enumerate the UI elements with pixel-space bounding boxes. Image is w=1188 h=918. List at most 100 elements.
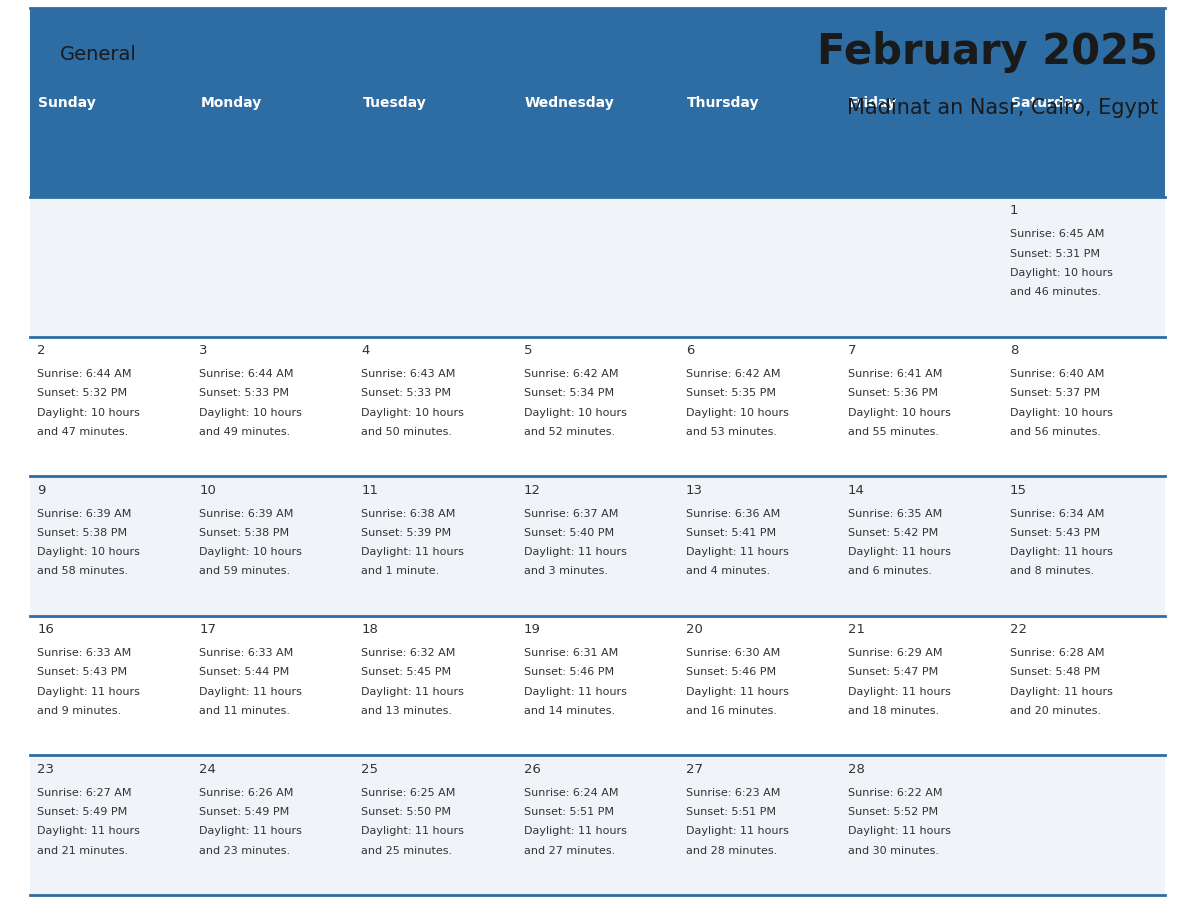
Bar [678,337,841,476]
Text: 28: 28 [848,763,865,776]
Text: Sunset: 5:38 PM: Sunset: 5:38 PM [200,528,290,538]
Text: and 3 minutes.: and 3 minutes. [524,566,607,577]
Bar [192,337,354,476]
Text: Sunset: 5:48 PM: Sunset: 5:48 PM [1010,667,1100,677]
Text: Daylight: 11 hours: Daylight: 11 hours [848,547,950,557]
Text: and 53 minutes.: and 53 minutes. [685,427,777,437]
Text: Sunrise: 6:24 AM: Sunrise: 6:24 AM [524,788,618,798]
Text: Sunrise: 6:39 AM: Sunrise: 6:39 AM [200,509,293,519]
Text: Sunset: 5:31 PM: Sunset: 5:31 PM [1010,249,1100,259]
Text: 1: 1 [1010,205,1018,218]
Text: 14: 14 [848,484,865,497]
Text: and 6 minutes.: and 6 minutes. [848,566,931,577]
Bar [192,197,354,337]
Text: and 27 minutes.: and 27 minutes. [524,845,615,856]
Text: Daylight: 11 hours: Daylight: 11 hours [1010,547,1113,557]
Text: Sunrise: 6:39 AM: Sunrise: 6:39 AM [37,509,132,519]
Text: 3: 3 [200,344,208,357]
Text: Sunrise: 6:37 AM: Sunrise: 6:37 AM [524,509,618,519]
Text: Daylight: 11 hours: Daylight: 11 hours [685,547,789,557]
Text: Sunset: 5:46 PM: Sunset: 5:46 PM [685,667,776,677]
Text: Sunset: 5:39 PM: Sunset: 5:39 PM [361,528,451,538]
Text: Daylight: 10 hours: Daylight: 10 hours [200,547,302,557]
Text: Sunset: 5:36 PM: Sunset: 5:36 PM [848,388,937,398]
Text: Daylight: 11 hours: Daylight: 11 hours [37,687,140,697]
Text: Sunrise: 6:40 AM: Sunrise: 6:40 AM [1010,369,1105,379]
Bar [678,8,841,197]
Text: 2: 2 [37,344,45,357]
Text: Sunset: 5:51 PM: Sunset: 5:51 PM [685,807,776,817]
Text: Sunset: 5:45 PM: Sunset: 5:45 PM [361,667,451,677]
Text: 12: 12 [524,484,541,497]
Text: Sunrise: 6:35 AM: Sunrise: 6:35 AM [848,509,942,519]
Text: Daylight: 10 hours: Daylight: 10 hours [1010,268,1113,278]
Text: 23: 23 [37,763,55,776]
Bar [841,756,1003,895]
Text: Sunrise: 6:45 AM: Sunrise: 6:45 AM [1010,230,1105,240]
Text: Sunset: 5:46 PM: Sunset: 5:46 PM [524,667,614,677]
Bar [192,476,354,616]
Text: Sunset: 5:43 PM: Sunset: 5:43 PM [37,667,127,677]
Text: and 56 minutes.: and 56 minutes. [1010,427,1101,437]
Text: 5: 5 [524,344,532,357]
Text: Sunset: 5:40 PM: Sunset: 5:40 PM [524,528,614,538]
Bar [192,616,354,756]
Text: Daylight: 10 hours: Daylight: 10 hours [685,408,789,418]
Text: Daylight: 11 hours: Daylight: 11 hours [361,547,465,557]
Bar [354,476,517,616]
Bar [30,337,192,476]
Text: Sunset: 5:38 PM: Sunset: 5:38 PM [37,528,127,538]
Text: Sunrise: 6:28 AM: Sunrise: 6:28 AM [1010,648,1105,658]
Text: Sunrise: 6:34 AM: Sunrise: 6:34 AM [1010,509,1105,519]
Bar [30,8,192,197]
Text: 17: 17 [200,623,216,636]
Bar [354,756,517,895]
Text: and 50 minutes.: and 50 minutes. [361,427,453,437]
Text: Sunset: 5:37 PM: Sunset: 5:37 PM [1010,388,1100,398]
Text: Sunrise: 6:41 AM: Sunrise: 6:41 AM [848,369,942,379]
Text: Daylight: 11 hours: Daylight: 11 hours [200,826,302,836]
Bar [1003,756,1165,895]
Text: and 23 minutes.: and 23 minutes. [200,845,290,856]
Text: Daylight: 10 hours: Daylight: 10 hours [848,408,950,418]
Bar [354,8,517,197]
Bar [517,8,678,197]
Bar [841,197,1003,337]
Text: Sunrise: 6:23 AM: Sunrise: 6:23 AM [685,788,781,798]
Text: Blue: Blue [148,79,191,97]
Text: and 13 minutes.: and 13 minutes. [361,706,453,716]
Text: Sunday: Sunday [38,95,96,109]
Text: 11: 11 [361,484,379,497]
Bar [30,476,192,616]
Text: 8: 8 [1010,344,1018,357]
Text: 22: 22 [1010,623,1026,636]
Bar [678,197,841,337]
Text: 18: 18 [361,623,378,636]
Text: Thursday: Thursday [687,95,759,109]
Bar [1003,476,1165,616]
Text: Sunrise: 6:25 AM: Sunrise: 6:25 AM [361,788,456,798]
Text: Sunset: 5:33 PM: Sunset: 5:33 PM [361,388,451,398]
Bar [354,337,517,476]
Text: 15: 15 [1010,484,1026,497]
Text: and 59 minutes.: and 59 minutes. [200,566,290,577]
Text: Sunrise: 6:26 AM: Sunrise: 6:26 AM [200,788,293,798]
Text: and 49 minutes.: and 49 minutes. [200,427,291,437]
Text: and 8 minutes.: and 8 minutes. [1010,566,1094,577]
Text: Sunset: 5:49 PM: Sunset: 5:49 PM [200,807,290,817]
Text: 19: 19 [524,623,541,636]
Text: and 21 minutes.: and 21 minutes. [37,845,128,856]
Text: Sunset: 5:41 PM: Sunset: 5:41 PM [685,528,776,538]
Text: Friday: Friday [849,95,897,109]
Bar [30,616,192,756]
Text: and 55 minutes.: and 55 minutes. [848,427,939,437]
Text: Daylight: 10 hours: Daylight: 10 hours [361,408,465,418]
Text: 7: 7 [848,344,857,357]
Bar [1003,8,1165,197]
Text: 13: 13 [685,484,702,497]
Bar [678,756,841,895]
Bar [517,337,678,476]
Text: 20: 20 [685,623,702,636]
Bar [354,197,517,337]
Bar [517,197,678,337]
